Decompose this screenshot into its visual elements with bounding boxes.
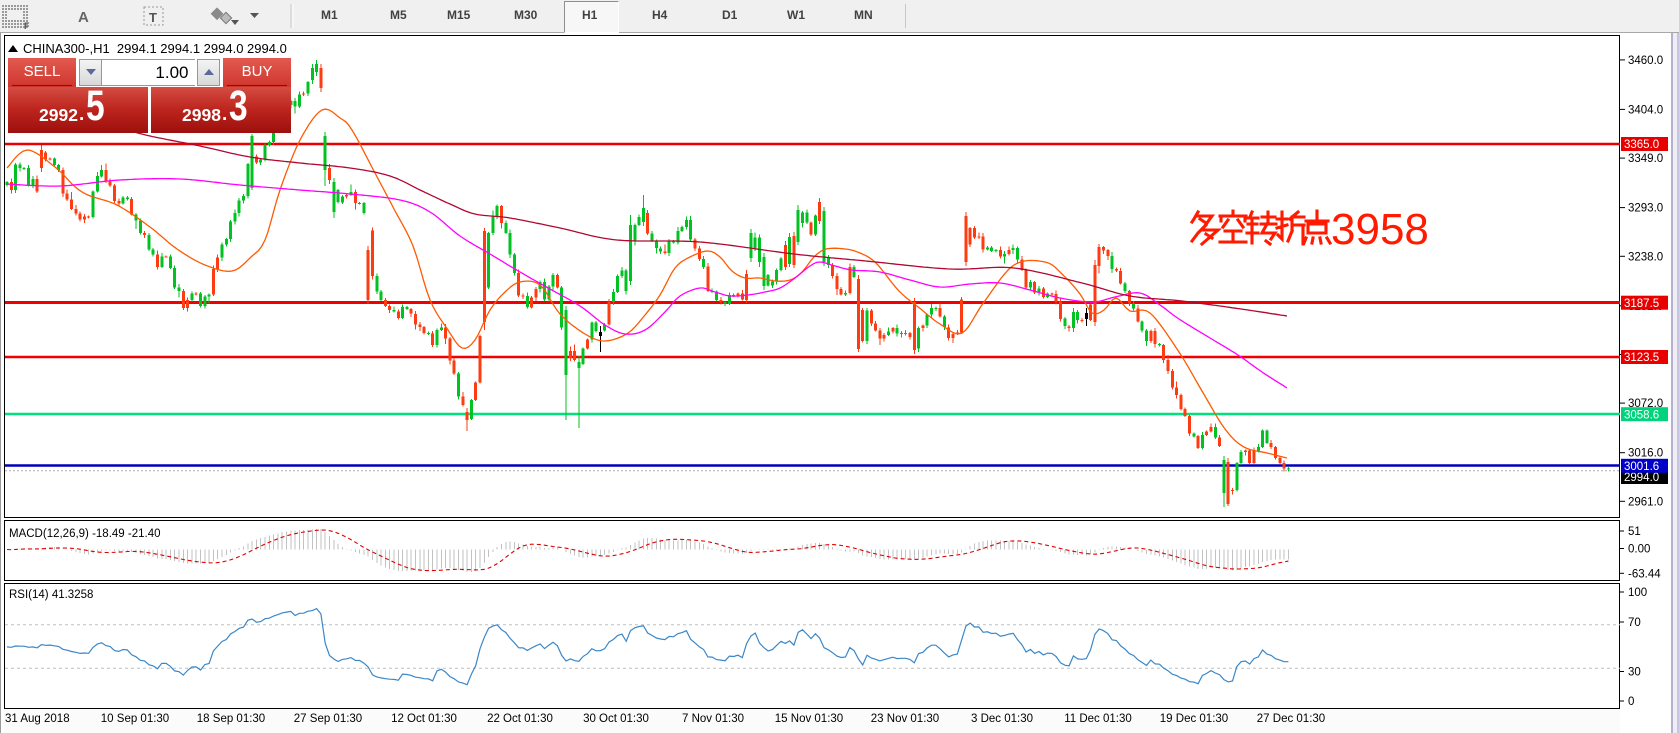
svg-text:A: A — [78, 9, 89, 26]
svg-text:70: 70 — [1628, 617, 1641, 629]
svg-text:F: F — [24, 21, 30, 31]
svg-text:3238.0: 3238.0 — [1628, 251, 1663, 263]
svg-text:27 Sep 01:30: 27 Sep 01:30 — [294, 713, 362, 725]
svg-text:0: 0 — [1628, 696, 1634, 708]
svg-text:19 Dec 01:30: 19 Dec 01:30 — [1160, 713, 1228, 725]
svg-text:23 Nov 01:30: 23 Nov 01:30 — [871, 713, 939, 725]
svg-text:3 Dec 01:30: 3 Dec 01:30 — [971, 713, 1033, 725]
svg-text:30 Oct 01:30: 30 Oct 01:30 — [583, 713, 649, 725]
svg-text:18 Sep 01:30: 18 Sep 01:30 — [197, 713, 265, 725]
svg-text:0.00: 0.00 — [1628, 544, 1650, 556]
svg-text:3001.6: 3001.6 — [1624, 461, 1659, 473]
svg-text:3187.5: 3187.5 — [1624, 298, 1659, 310]
svg-text:27 Dec 01:30: 27 Dec 01:30 — [1257, 713, 1325, 725]
svg-text:10 Sep 01:30: 10 Sep 01:30 — [101, 713, 169, 725]
svg-text:3460.0: 3460.0 — [1628, 55, 1663, 67]
svg-text:3365.0: 3365.0 — [1624, 139, 1659, 151]
svg-text:-63.44: -63.44 — [1628, 568, 1661, 580]
svg-text:31 Aug 2018: 31 Aug 2018 — [5, 713, 70, 725]
svg-text:11 Dec 01:30: 11 Dec 01:30 — [1064, 713, 1132, 725]
svg-text:T: T — [149, 10, 157, 25]
svg-text:3058.6: 3058.6 — [1624, 409, 1659, 421]
svg-text:2961.0: 2961.0 — [1628, 496, 1663, 508]
svg-text:3072.0: 3072.0 — [1628, 398, 1663, 410]
svg-text:3958: 3958 — [1331, 205, 1429, 254]
svg-text:3123.5: 3123.5 — [1624, 352, 1659, 364]
svg-text:51: 51 — [1628, 526, 1641, 538]
svg-text:100: 100 — [1628, 587, 1647, 599]
svg-text:15 Nov 01:30: 15 Nov 01:30 — [775, 713, 843, 725]
svg-text:3404.0: 3404.0 — [1628, 104, 1663, 116]
svg-text:2994.0: 2994.0 — [1624, 472, 1659, 484]
svg-text:MACD(12,26,9) -18.49 -21.40: MACD(12,26,9) -18.49 -21.40 — [9, 528, 161, 540]
svg-text:RSI(14) 41.3258: RSI(14) 41.3258 — [9, 589, 93, 601]
svg-text:3293.0: 3293.0 — [1628, 203, 1663, 215]
svg-text:12 Oct 01:30: 12 Oct 01:30 — [391, 713, 457, 725]
svg-text:3016.0: 3016.0 — [1628, 448, 1663, 460]
svg-text:3349.0: 3349.0 — [1628, 153, 1663, 165]
svg-text:7 Nov 01:30: 7 Nov 01:30 — [682, 713, 744, 725]
svg-text:22 Oct 01:30: 22 Oct 01:30 — [487, 713, 553, 725]
svg-text:30: 30 — [1628, 667, 1641, 679]
